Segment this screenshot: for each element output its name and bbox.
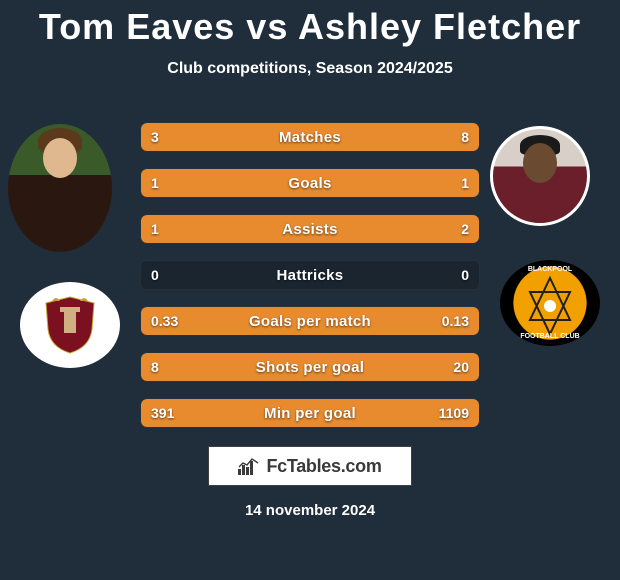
stat-row: Min per goal391 1109 <box>140 398 480 428</box>
stat-value-right: 0 <box>461 261 469 289</box>
stat-row: Hattricks0 0 <box>140 260 480 290</box>
stat-value-right: 2 <box>461 215 469 243</box>
stat-label: Matches <box>141 123 479 151</box>
stat-label: Assists <box>141 215 479 243</box>
stat-label: Shots per goal <box>141 353 479 381</box>
stat-value-left: 1 <box>151 169 159 197</box>
brand-text: FcTables.com <box>266 456 381 477</box>
stat-value-left: 391 <box>151 399 174 427</box>
stat-label: Hattricks <box>141 261 479 289</box>
club-right-crest: BLACKPOOL FOOTBALL CLUB <box>500 260 600 346</box>
date-text: 14 november 2024 <box>0 502 620 519</box>
stat-value-right: 0.13 <box>442 307 469 335</box>
stat-label: Goals <box>141 169 479 197</box>
stat-value-left: 3 <box>151 123 159 151</box>
stat-value-right: 1109 <box>439 399 469 427</box>
stat-row: Matches3 8 <box>140 122 480 152</box>
stat-row: Assists1 2 <box>140 214 480 244</box>
stat-row: Goals per match0.33 0.13 <box>140 306 480 336</box>
stat-row: Goals1 1 <box>140 168 480 198</box>
stat-label: Min per goal <box>141 399 479 427</box>
stat-row: Shots per goal8 20 <box>140 352 480 382</box>
stat-value-left: 0.33 <box>151 307 178 335</box>
player-left-avatar <box>8 124 112 252</box>
club-left-crest <box>20 282 120 368</box>
page-title: Tom Eaves vs Ashley Fletcher <box>0 0 620 48</box>
stat-value-right: 20 <box>453 353 469 381</box>
stat-value-left: 8 <box>151 353 159 381</box>
stats-area: Matches38Goals11Assists12Hattricks00Goal… <box>140 122 480 444</box>
brand-logo-icon <box>238 457 260 475</box>
subtitle: Club competitions, Season 2024/2025 <box>0 60 620 78</box>
stat-value-left: 1 <box>151 215 159 243</box>
stat-value-right: 1 <box>461 169 469 197</box>
stat-value-right: 8 <box>461 123 469 151</box>
stat-label: Goals per match <box>141 307 479 335</box>
player-right-avatar <box>490 126 590 226</box>
stat-value-left: 0 <box>151 261 159 289</box>
brand-badge: FcTables.com <box>208 446 412 486</box>
